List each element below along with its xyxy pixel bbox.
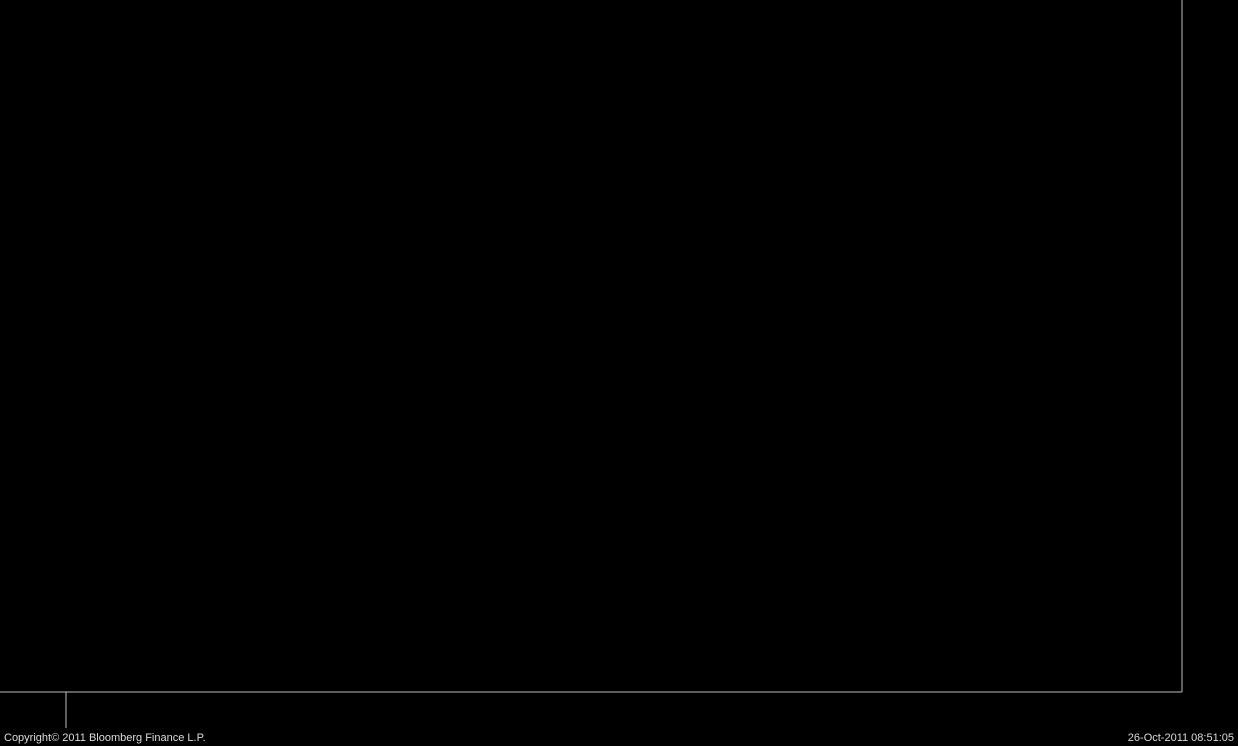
footer-copyright: Copyright© 2011 Bloomberg Finance L.P. <box>4 732 206 744</box>
footer-timestamp: 26-Oct-2011 08:51:05 <box>1128 732 1234 744</box>
